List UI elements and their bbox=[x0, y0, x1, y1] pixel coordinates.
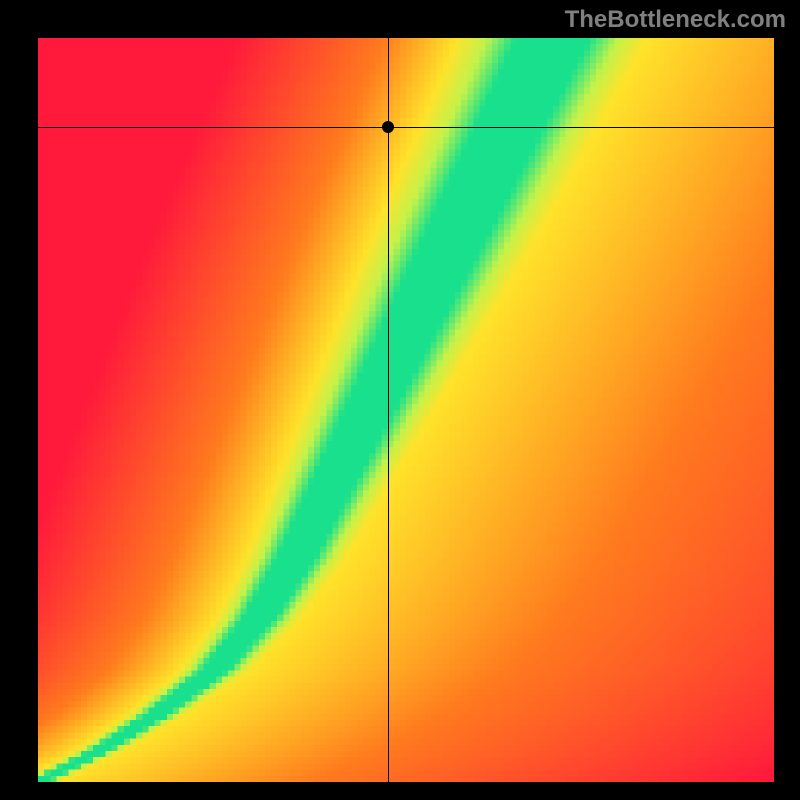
chart-container: { "watermark": "TheBottleneck.com", "lay… bbox=[0, 0, 800, 800]
crosshair-marker bbox=[382, 121, 394, 133]
watermark-text: TheBottleneck.com bbox=[565, 6, 786, 34]
heatmap-canvas bbox=[38, 38, 774, 782]
plot-area bbox=[38, 38, 774, 782]
crosshair-vertical bbox=[388, 38, 389, 782]
crosshair-horizontal bbox=[38, 127, 774, 128]
